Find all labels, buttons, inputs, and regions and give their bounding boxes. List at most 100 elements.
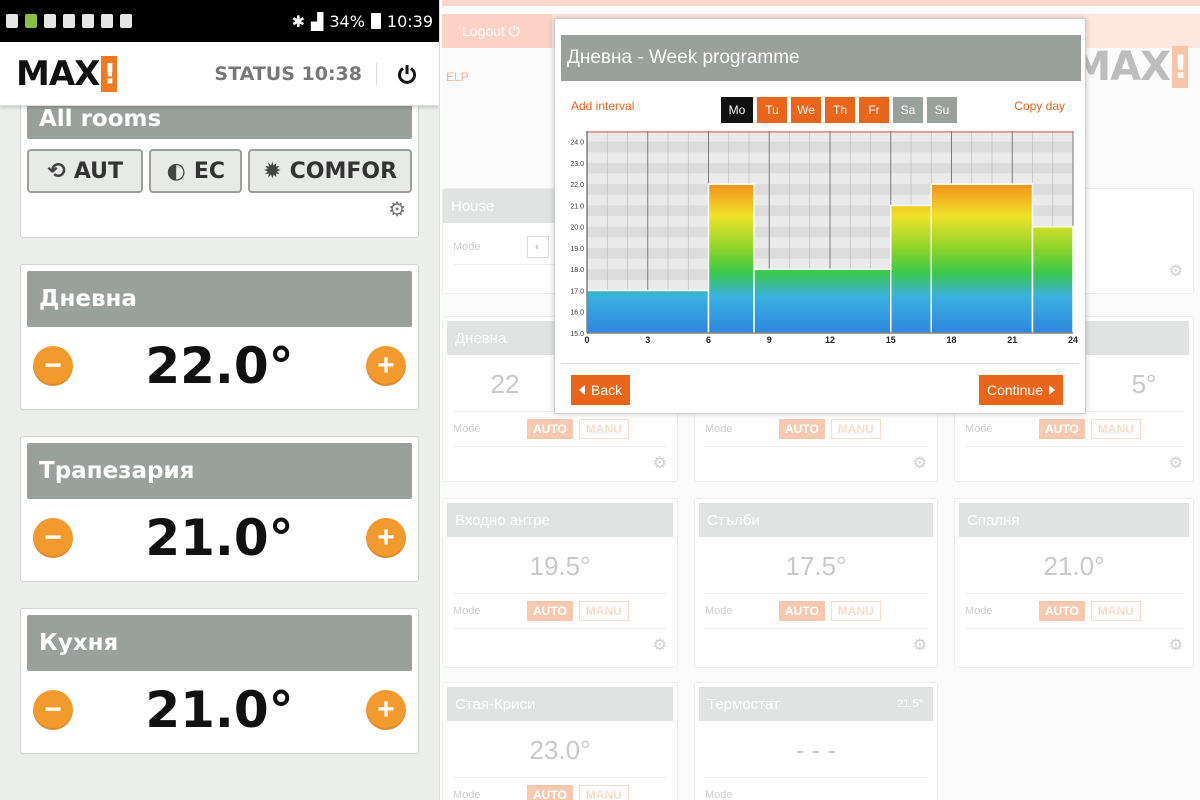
mode-row: Mode AUTO MANU [705,411,927,447]
auto-button[interactable]: AUTO [527,419,573,439]
room-list: All rooms ⟲ AUT ◐ EC ✹ COMFOR ⚙ [0,98,439,800]
card-title: Стая-Криси [447,687,673,721]
mode-label: Mode [965,605,993,617]
increase-temperature-button[interactable]: + [366,346,406,386]
usb-icon [6,14,18,28]
settings-gears-icon[interactable]: ⚙ [1168,637,1183,654]
temperature-interval-bar [930,183,1034,334]
logout-label: Logout [462,23,505,39]
mode-label: Mode [705,423,733,435]
room-temperature: 21.0° [1043,551,1105,581]
eco-mode-label: EC [193,158,226,184]
comfort-mode-button[interactable]: ✹ COMFOR [248,149,412,193]
auto-mode-button[interactable]: ⟲ AUT [27,149,144,193]
auto-button[interactable]: AUTO [1039,601,1085,621]
increase-temperature-button[interactable]: + [366,518,406,558]
settings-gears-icon[interactable]: ⚙ [388,199,406,221]
temperature-interval-bar [753,268,892,334]
x-tick-label: 18 [946,335,956,345]
room-title: Дневна [27,271,412,327]
copy-day-link[interactable]: Copy day [1014,99,1065,113]
card-title-text: Стълби [707,511,760,529]
manual-button[interactable]: MANU [578,785,629,800]
battery-percent: 34% [329,11,365,31]
mode-label: Mode [453,240,481,253]
room-temperature: 5° [1131,369,1157,399]
day-tab[interactable]: Sa [893,97,923,123]
x-tick-label: 24 [1068,335,1078,345]
mode-row: Mode AUTO MANU [965,593,1183,629]
decrease-temperature-button[interactable]: − [33,518,73,558]
auto-button[interactable]: AUTO [527,601,573,621]
mode-buttons: ⟲ AUT ◐ EC ✹ COMFOR [27,149,412,193]
decrease-temperature-button[interactable]: − [33,346,73,386]
settings-gears-icon[interactable]: ⚙ [1168,263,1183,280]
schedule-chart-svg: 15.0 16.0 17.0 18.0 19.0 20.0 21.0 22.0 23.0 24.0… [570,131,1078,345]
add-interval-link[interactable]: Add interval [571,99,635,113]
x-tick-label: 15 [886,335,896,345]
mode-label: Mode [965,423,993,435]
room-temperature: 21.0° [145,681,294,739]
arrow-left-icon [579,385,585,395]
y-tick-label: 21.0 [570,203,584,210]
status-label: STATUS 10:38 [214,62,377,85]
y-tick-label: 22.0 [570,182,584,189]
y-tick-label: 16.0 [570,310,584,317]
settings-gears-icon[interactable]: ⚙ [912,637,927,654]
increase-temperature-button[interactable]: + [366,690,406,730]
settings-gears-icon[interactable]: ⚙ [1168,455,1183,472]
card-title-text: House [451,197,495,215]
power-icon: ⏻ [508,22,520,39]
settings-gears-icon[interactable]: ⚙ [652,637,667,654]
calendar-icon [101,14,113,28]
manual-button[interactable]: MANU [1090,601,1141,621]
mode-row: Mode AUTO MANU [965,411,1183,447]
schedule-chart[interactable]: 15.0 16.0 17.0 18.0 19.0 20.0 21.0 22.0 23.0 24.0… [563,127,1083,361]
day-tab[interactable]: Th [825,97,855,123]
room-card: Кухня − 21.0° + [20,608,419,754]
settings-gears-icon[interactable]: ⚙ [912,455,927,472]
settings-gears-icon[interactable]: ⚙ [652,455,667,472]
day-tab[interactable]: Su [927,97,957,123]
continue-button[interactable]: Continue [978,375,1063,405]
manual-button[interactable]: MANU [830,419,881,439]
auto-button[interactable]: AUTO [527,785,573,800]
auto-button[interactable]: AUTO [1039,419,1085,439]
eco-mode-button[interactable]: ◐ EC [149,149,243,193]
signal-icon: ▟ [311,11,324,31]
manual-button[interactable]: MANU [578,601,629,621]
decrease-temperature-button[interactable]: − [33,690,73,730]
dialog-toolbar: Add interval Mo Tu We Th Fr Sa Su Copy d… [571,97,1065,125]
max-logo: MAX! [1071,44,1188,90]
manual-button[interactable]: MANU [830,601,881,621]
back-button[interactable]: Back [571,375,631,405]
power-button[interactable] [389,56,425,92]
notification-icons [6,14,132,28]
web-top-strip [442,0,1200,6]
logout-button[interactable]: Logout ⏻ [442,14,552,48]
room-temperature: 17.5° [785,551,847,581]
day-tab[interactable]: Mo [721,97,753,123]
thermostat-reading: 21.5° [897,698,923,710]
y-tick-label: 18.0 [570,267,584,274]
auto-button[interactable]: AUTO [779,419,825,439]
y-tick-label: 19.0 [570,246,584,253]
card-title: Термостат 21.5° [699,687,933,721]
manual-button[interactable]: MANU [578,419,629,439]
chart-axes: 15.0 16.0 17.0 18.0 19.0 20.0 21.0 22.0 23.0 24.0… [570,131,1078,345]
auto-icon: ⟲ [47,158,66,184]
week-programme-dialog: Дневна - Week programme Add interval Mo … [554,18,1086,414]
day-tab[interactable]: Fr [859,97,889,123]
auto-mode-label: AUT [73,158,124,184]
chart-bars [586,183,1074,334]
battery-icon [370,13,381,29]
card-title: Стълби [699,503,933,537]
day-tab[interactable]: We [791,97,821,123]
room-temperature: 22.0° [145,337,294,395]
room-card: Стая-Криси 23.0° Mode AUTO MANU [442,682,678,800]
help-link[interactable]: ELP [446,70,469,84]
auto-button[interactable]: AUTO [779,601,825,621]
eco-icon[interactable]: ◐ [527,235,549,258]
day-tab[interactable]: Tu [757,97,787,123]
manual-button[interactable]: MANU [1090,419,1141,439]
